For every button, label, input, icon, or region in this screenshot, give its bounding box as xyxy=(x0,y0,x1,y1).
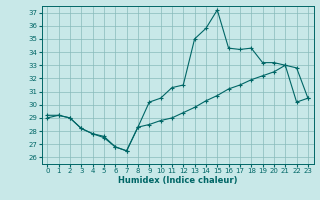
X-axis label: Humidex (Indice chaleur): Humidex (Indice chaleur) xyxy=(118,176,237,185)
